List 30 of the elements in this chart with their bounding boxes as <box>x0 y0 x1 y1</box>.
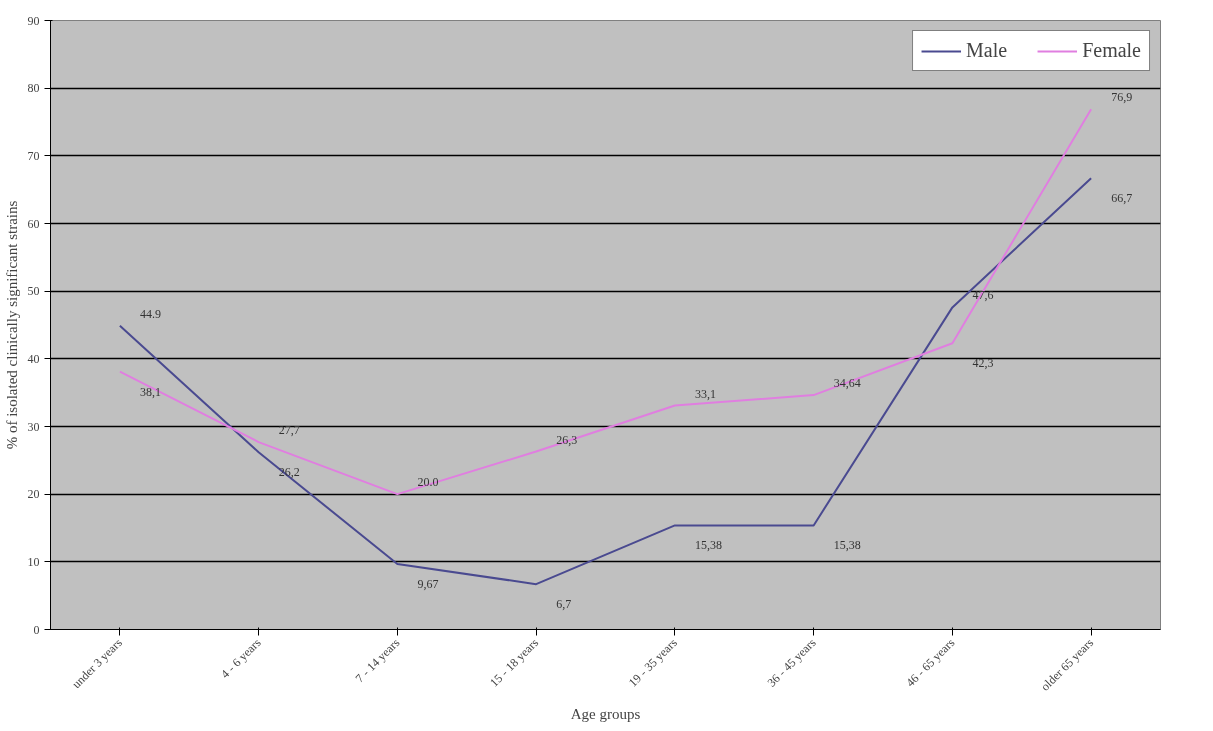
data-label: 44.9 <box>139 306 161 321</box>
y-tick-label: 10 <box>27 554 40 569</box>
y-tick-label: 20 <box>27 487 40 502</box>
data-label: 76,9 <box>1111 90 1133 105</box>
y-tick-label: 40 <box>27 351 40 366</box>
line-series <box>118 108 1093 496</box>
y-tick-label: 80 <box>27 81 40 96</box>
y-tick-label: 60 <box>27 216 40 231</box>
legend-label: Male <box>966 39 1008 62</box>
data-label: 15,38 <box>833 538 861 553</box>
y-axis-title: % of isolated clinically significant strains <box>3 200 20 450</box>
data-label: 26,3 <box>556 432 578 447</box>
y-tick-label: 90 <box>27 13 40 28</box>
data-label: 38,1 <box>139 384 161 399</box>
data-label: 33,1 <box>694 386 716 401</box>
data-label: 20.0 <box>417 475 439 490</box>
y-tick-label: 0 <box>33 622 40 637</box>
data-label: 27,7 <box>278 423 300 438</box>
y-tick-label: 70 <box>27 148 40 163</box>
data-label: 47,6 <box>972 288 994 303</box>
y-tick-label: 30 <box>27 419 40 434</box>
x-axis-title: Age groups <box>570 706 641 723</box>
data-label: 15,38 <box>694 538 722 553</box>
data-label: 66,7 <box>1111 191 1133 206</box>
data-label: 42,3 <box>972 356 994 371</box>
data-label: 34,64 <box>833 376 861 391</box>
data-label: 6,7 <box>556 597 572 612</box>
y-tick-label: 50 <box>27 284 40 299</box>
data-label: 9,67 <box>417 577 439 592</box>
legend-label: Female <box>1082 39 1141 62</box>
